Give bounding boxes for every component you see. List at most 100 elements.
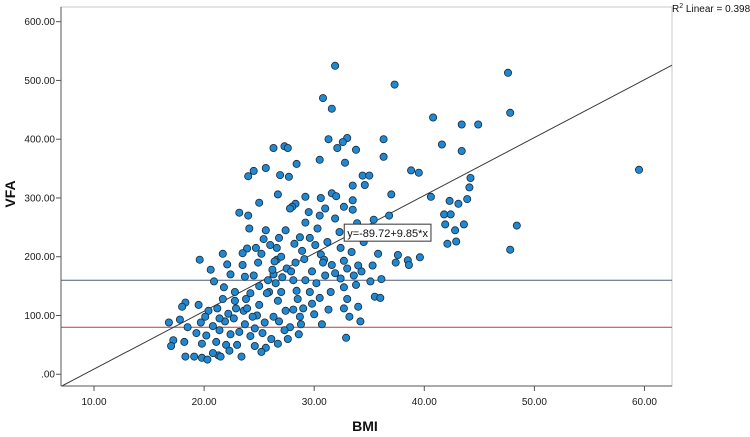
- data-point: [317, 320, 326, 329]
- x-tick-label: 60.00: [632, 397, 657, 408]
- data-point: [206, 265, 215, 274]
- data-point: [255, 198, 264, 207]
- data-point: [321, 271, 330, 280]
- data-point: [175, 315, 184, 324]
- data-point: [348, 196, 357, 205]
- data-point: [426, 192, 435, 201]
- data-point: [299, 304, 308, 313]
- data-point: [245, 224, 254, 233]
- data-point: [164, 318, 173, 327]
- data-point: [283, 143, 292, 152]
- data-point: [379, 135, 388, 144]
- data-point: [339, 283, 348, 292]
- x-tick-label: 10.00: [82, 397, 107, 408]
- data-point: [259, 235, 268, 244]
- data-point: [255, 282, 264, 291]
- data-point: [290, 239, 299, 248]
- data-point: [407, 166, 416, 175]
- y-tick-label: 200.00: [24, 252, 55, 263]
- data-point: [457, 146, 466, 155]
- data-point: [332, 192, 341, 201]
- data-point: [316, 193, 325, 202]
- data-point: [257, 347, 266, 356]
- y-tick-label: 400.00: [24, 135, 55, 146]
- data-point: [284, 172, 293, 181]
- data-point: [178, 302, 187, 311]
- data-point: [336, 243, 345, 252]
- data-point: [301, 192, 310, 201]
- data-point: [281, 306, 290, 315]
- data-point: [250, 341, 259, 350]
- data-point: [379, 152, 388, 161]
- data-point: [321, 204, 330, 213]
- data-point: [274, 233, 283, 242]
- data-point: [292, 286, 301, 295]
- data-point: [305, 287, 314, 296]
- data-point: [356, 317, 365, 326]
- data-point: [443, 239, 452, 248]
- data-point: [463, 195, 472, 204]
- data-point: [323, 237, 332, 246]
- plot-area: [60, 6, 673, 387]
- data-point: [167, 341, 176, 350]
- data-point: [429, 113, 438, 122]
- data-point: [440, 210, 449, 219]
- data-point: [351, 145, 360, 154]
- y-tick-label: 300.00: [24, 193, 55, 204]
- data-point: [340, 158, 349, 167]
- data-point: [445, 196, 454, 205]
- data-point: [235, 208, 244, 217]
- data-point: [289, 305, 298, 314]
- data-point: [454, 199, 463, 208]
- data-point: [315, 155, 324, 164]
- data-point: [326, 287, 335, 296]
- data-point: [446, 210, 455, 219]
- data-point: [289, 276, 298, 285]
- data-point: [324, 305, 333, 314]
- data-point: [243, 304, 252, 313]
- data-point: [254, 258, 263, 267]
- data-point: [291, 258, 300, 267]
- x-axis: 10.00 20.00 30.00 40.00 50.00 60.00: [61, 385, 672, 408]
- data-point: [209, 277, 218, 286]
- data-point: [369, 215, 378, 224]
- data-point: [365, 171, 374, 180]
- data-point: [212, 337, 221, 346]
- data-point: [215, 326, 224, 335]
- data-point: [274, 317, 283, 326]
- data-point: [310, 310, 319, 319]
- x-tick-label: 30.00: [302, 397, 327, 408]
- data-point: [354, 302, 363, 311]
- data-point: [287, 267, 296, 276]
- data-point: [339, 202, 348, 211]
- data-point: [258, 329, 267, 338]
- data-point: [305, 233, 314, 242]
- data-point: [261, 226, 270, 235]
- data-point: [331, 269, 340, 278]
- data-point: [246, 332, 255, 341]
- data-point: [215, 314, 224, 323]
- reference-lines: [61, 279, 672, 328]
- data-point: [277, 287, 286, 296]
- data-point: [318, 258, 327, 267]
- data-point: [201, 312, 210, 321]
- data-point: [273, 296, 282, 305]
- data-point: [457, 120, 466, 129]
- data-point: [246, 289, 255, 298]
- data-point: [324, 135, 333, 144]
- data-point: [225, 346, 234, 355]
- data-point: [219, 283, 228, 292]
- data-point: [249, 166, 258, 175]
- x-tick-label: 20.00: [192, 397, 217, 408]
- data-point: [333, 143, 342, 152]
- data-point: [331, 214, 340, 223]
- data-point: [465, 183, 474, 192]
- data-point: [349, 271, 358, 280]
- data-point: [190, 352, 199, 361]
- data-point: [181, 352, 190, 361]
- data-point: [244, 211, 253, 220]
- data-point: [512, 221, 521, 230]
- y-tick-label: 100.00: [24, 311, 55, 322]
- data-point: [226, 270, 235, 279]
